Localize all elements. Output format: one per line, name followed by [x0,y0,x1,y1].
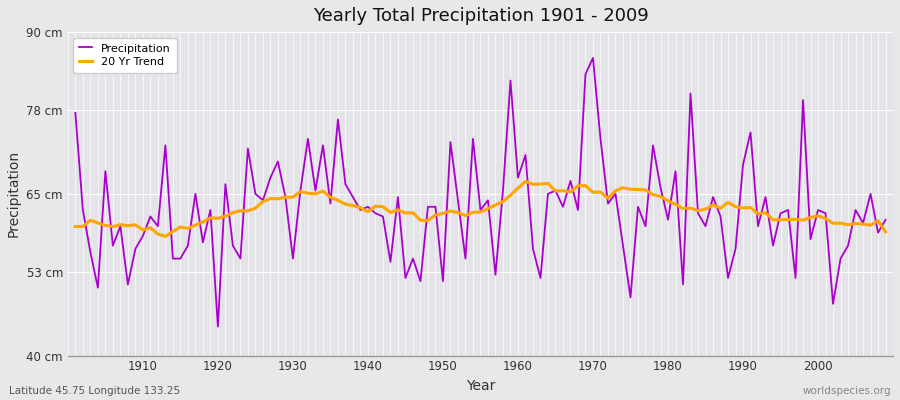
20 Yr Trend [513,186,524,190]
Text: worldspecies.org: worldspecies.org [803,386,891,396]
20 Yr Trend [617,185,628,190]
Precipitation [617,243,628,248]
Line: 20 Yr Trend: 20 Yr Trend [76,181,886,236]
Y-axis label: Precipitation: Precipitation [7,150,21,238]
20 Yr Trend [70,224,81,229]
20 Yr Trend [880,229,891,234]
20 Yr Trend [347,203,358,208]
Line: Precipitation: Precipitation [76,58,886,326]
20 Yr Trend [302,191,313,196]
Precipitation [588,56,598,60]
Title: Yearly Total Precipitation 1901 - 2009: Yearly Total Precipitation 1901 - 2009 [312,7,648,25]
20 Yr Trend [520,179,531,184]
Precipitation [520,153,531,158]
20 Yr Trend [527,182,538,187]
Precipitation [130,246,140,251]
Precipitation [212,324,223,329]
Text: Latitude 45.75 Longitude 133.25: Latitude 45.75 Longitude 133.25 [9,386,180,396]
Precipitation [880,217,891,222]
X-axis label: Year: Year [466,379,495,393]
20 Yr Trend [130,222,140,227]
Precipitation [302,136,313,141]
20 Yr Trend [160,234,171,239]
Precipitation [347,195,358,200]
Precipitation [70,110,81,115]
Precipitation [513,175,524,180]
Legend: Precipitation, 20 Yr Trend: Precipitation, 20 Yr Trend [74,38,176,73]
